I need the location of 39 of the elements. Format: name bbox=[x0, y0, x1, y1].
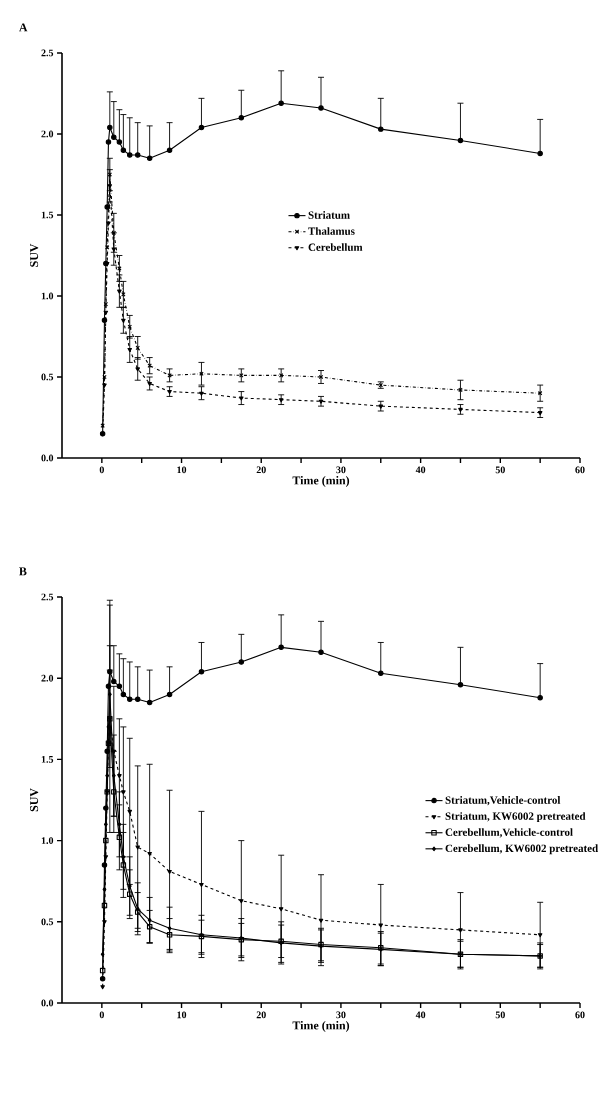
legend-label: Cerebellum bbox=[308, 243, 363, 251]
x-tick-label: 0 bbox=[99, 466, 104, 474]
y-tick-label: 2.0 bbox=[41, 674, 54, 682]
legend-label: Thalamus bbox=[308, 227, 355, 235]
legend-label: Striatum bbox=[308, 211, 350, 219]
y-tick-label: 0.0 bbox=[41, 999, 54, 1007]
y-tick-label: 2.5 bbox=[41, 593, 54, 601]
x-tick-label: 10 bbox=[177, 1011, 187, 1019]
legend-label: Striatum,Vehicle-control bbox=[445, 796, 561, 806]
x-axis-title: Time (min) bbox=[292, 1021, 350, 1032]
x-tick-label: 30 bbox=[336, 466, 346, 474]
legend-label: Cerebellum, KW6002 pretreated bbox=[445, 844, 599, 855]
y-tick-label: 1.0 bbox=[41, 837, 54, 844]
legend-label: Cerebellum,Vehicle-control bbox=[445, 828, 573, 838]
x-tick-label: 40 bbox=[415, 466, 426, 474]
y-tick-label: 0.0 bbox=[41, 454, 54, 462]
y-axis-title: SUV bbox=[30, 243, 39, 267]
x-tick-label: 10 bbox=[177, 466, 187, 474]
legend-label: Striatum, KW6002 pretreated bbox=[445, 812, 586, 823]
x-axis-title: Time (min) bbox=[292, 476, 350, 487]
x-tick-label: 60 bbox=[575, 1011, 585, 1019]
y-axis-title: SUV bbox=[30, 788, 39, 812]
chart-title: B bbox=[19, 567, 27, 576]
y-tick-label: 0.5 bbox=[41, 918, 54, 926]
x-tick-label: 0 bbox=[99, 1011, 104, 1019]
y-tick-label: 2.0 bbox=[41, 130, 54, 138]
x-tick-label: 50 bbox=[495, 466, 505, 474]
x-tick-label: 50 bbox=[495, 1011, 505, 1019]
y-tick-label: 1.5 bbox=[41, 211, 54, 219]
x-tick-label: 40 bbox=[415, 1011, 426, 1019]
x-tick-label: 60 bbox=[575, 466, 585, 474]
chart-title: A bbox=[19, 23, 28, 32]
x-tick-label: 20 bbox=[256, 466, 266, 474]
x-tick-label: 30 bbox=[336, 1011, 346, 1019]
y-tick-label: 1.5 bbox=[41, 756, 54, 763]
x-tick-label: 20 bbox=[256, 1011, 266, 1019]
y-tick-label: 0.5 bbox=[41, 373, 54, 381]
y-tick-label: 1.0 bbox=[41, 292, 54, 300]
y-tick-label: 2.5 bbox=[41, 49, 54, 57]
